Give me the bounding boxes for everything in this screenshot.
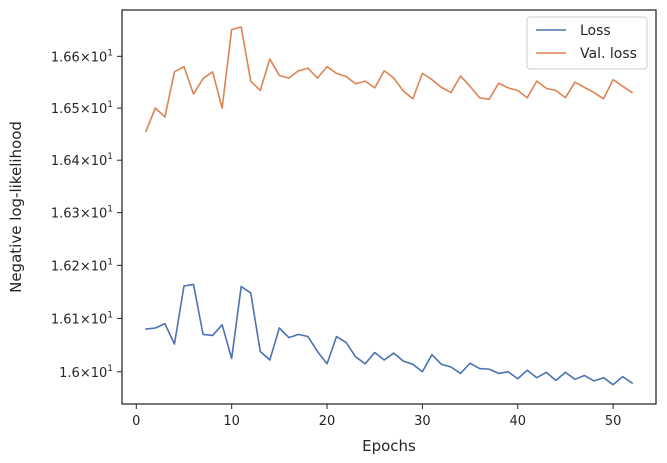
y-tick-label: 1.65×101 [51,100,113,117]
axes-frame [121,9,657,405]
x-tick-label: 20 [319,414,336,429]
y-tick-label: 1.64×101 [51,152,113,169]
plot-area [121,9,657,405]
legend-label-loss: Loss [580,23,611,39]
series-line-val-loss [145,26,633,133]
y-tick-label: 1.61×101 [51,310,113,327]
x-tick-label: 10 [223,414,240,429]
y-tick-label: 1.62×101 [51,257,113,274]
x-tick-label: 40 [509,414,526,429]
y-tick-label: 1.63×101 [51,205,113,222]
y-tick-label: 1.66×101 [51,48,113,65]
x-axis: 0 10 20 30 40 50 [132,404,621,429]
y-axis: 1.6×101 1.61×101 1.62×101 1.63×101 1.64×101 1… [51,48,122,381]
x-tick-label: 50 [605,414,622,429]
y-axis-label: Negative log-likelihood [7,121,25,293]
x-axis-label: Epochs [362,437,416,455]
x-tick-label: 30 [414,414,431,429]
legend: Loss Val. loss [526,16,648,70]
legend-label-val-loss: Val. loss [580,46,637,62]
series-line-loss [145,283,633,386]
x-tick-label: 0 [132,414,140,429]
y-tick-label: 1.6×101 [59,364,113,381]
series-layer [145,26,633,386]
